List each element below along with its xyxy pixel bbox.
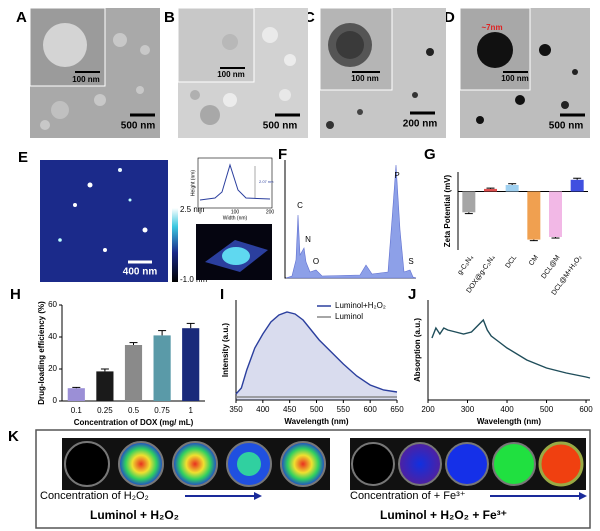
bar — [462, 191, 476, 213]
peak-label: C — [297, 201, 303, 210]
bar — [505, 185, 519, 192]
y-tick-label: 60 — [48, 300, 57, 309]
scale-label: 500 nm — [121, 121, 156, 132]
panel-label: B — [164, 9, 175, 26]
y-axis-label: Zeta Potential (mV) — [443, 174, 452, 247]
panel-label: G — [424, 146, 436, 163]
line — [431, 318, 591, 379]
arrow-label: Concentration of + Fe³⁺ — [350, 490, 466, 502]
scale-label: 500 nm — [263, 121, 298, 132]
profile-annotation: 2.07 nm — [259, 179, 274, 184]
condition-title: Luminol + H₂O₂ — [90, 508, 179, 522]
x-tick-label: 0.5 — [128, 406, 140, 415]
x-tick-label: CM — [528, 254, 540, 267]
x-tick-label: 500 — [310, 405, 324, 414]
x-axis-label: Concentration of DOX (mg/ mL) — [74, 418, 194, 427]
legend-label: Luminol+H₂O₂ — [335, 301, 386, 310]
scale-label: 100 nm — [72, 75, 100, 84]
x-axis-label: Wavelength (nm) — [284, 417, 348, 426]
luminescence: Concentration of H₂O₂ Luminol + H₂O₂ Con… — [35, 429, 591, 529]
bar — [484, 188, 497, 192]
peak-label: N — [305, 235, 311, 244]
y-tick-label: 40 — [48, 332, 57, 341]
profile-x-tick: 100 — [231, 209, 240, 215]
panel-label: D — [444, 9, 455, 26]
bar — [67, 388, 85, 401]
condition-title: Luminol + H₂O₂ + Fe³⁺ — [380, 508, 507, 522]
y-axis-label: Intensity (a.u.) — [221, 323, 230, 378]
arrow-label: Concentration of H₂O₂ — [40, 490, 149, 502]
afm: 400 nm 2.5 nm -1.0 nm 2.07 nm Height (nm… — [40, 157, 275, 284]
x-tick-label: 300 — [461, 405, 475, 414]
x-tick-label: DCL — [505, 254, 519, 270]
profile-x-tick: 0 — [199, 209, 202, 215]
x-tick-label: 400 — [256, 405, 270, 414]
peak-label: O — [313, 257, 319, 266]
panel-label: A — [16, 9, 27, 26]
panel-label: E — [18, 149, 28, 166]
x-tick-label: 400 — [500, 405, 514, 414]
tem-c: 100 nm 200 nm — [319, 7, 446, 138]
legend-label: Luminol — [335, 312, 363, 321]
profile-x-label: Width (nm) — [223, 215, 248, 221]
x-tick-label: g-C₃N₄ — [457, 254, 475, 276]
panel-label: H — [10, 286, 21, 303]
panel-label: J — [408, 286, 416, 303]
x-axis-label: Wavelength (nm) — [477, 417, 541, 426]
scale-label: 100 nm — [217, 70, 245, 79]
x-tick-label: 500 — [540, 405, 554, 414]
colorbar-max: 2.5 nm — [180, 205, 205, 214]
x-tick-label: 200 — [421, 405, 435, 414]
scale-label: 400 nm — [123, 267, 158, 278]
bar — [570, 179, 584, 192]
profile-y-label: Height (nm) — [190, 170, 196, 196]
y-tick-label: 20 — [48, 364, 57, 373]
bar — [124, 345, 143, 401]
y-tick-label: 0 — [53, 396, 58, 405]
tem-a: 100 nm 500 nm — [29, 7, 160, 138]
panel-label: I — [220, 286, 224, 303]
area — [236, 312, 397, 400]
panel-label: F — [278, 146, 287, 163]
x-tick-label: 650 — [390, 405, 404, 414]
bar — [96, 371, 114, 401]
x-tick-label: 550 — [337, 405, 351, 414]
eds: C N O P S — [284, 160, 417, 279]
x-tick-label: 1 — [188, 406, 193, 415]
line — [235, 311, 398, 395]
panel-labels: A B C D E F G H I J K — [8, 9, 455, 445]
peak-label: P — [394, 171, 399, 180]
x-tick-label: 0.25 — [97, 406, 113, 415]
bar — [549, 191, 562, 237]
x-tick-label: 350 — [229, 405, 243, 414]
bar — [153, 335, 171, 401]
x-tick-label: 0.1 — [71, 406, 83, 415]
panel-label: K — [8, 428, 19, 445]
x-tick-label: 600 — [363, 405, 377, 414]
scale-label: 100 nm — [351, 74, 379, 83]
y-axis-label: Absorption (a.u.) — [413, 318, 422, 382]
x-tick-label: 0.75 — [154, 406, 170, 415]
scale-label: 100 nm — [501, 74, 529, 83]
y-axis-label: Drug-loading efficiency (%) — [37, 301, 46, 405]
colorbar-min: -1.0 nm — [180, 275, 207, 284]
profile-x-tick: 200 — [266, 209, 275, 215]
tem-b: 100 nm 500 nm — [177, 7, 308, 138]
bar — [527, 191, 541, 240]
x-tick-label: 450 — [283, 405, 297, 414]
scale-label: 500 nm — [549, 121, 584, 132]
panel-label: C — [304, 9, 315, 26]
x-tick-label: DCL@M — [540, 254, 561, 280]
bar — [182, 328, 200, 401]
annotation: ~7nm — [481, 23, 502, 32]
peak-label: S — [408, 257, 413, 266]
x-tick-label: 600 — [579, 405, 593, 414]
tem-d: ~7nm 100 nm 500 nm — [459, 7, 590, 138]
scale-label: 200 nm — [403, 119, 438, 130]
